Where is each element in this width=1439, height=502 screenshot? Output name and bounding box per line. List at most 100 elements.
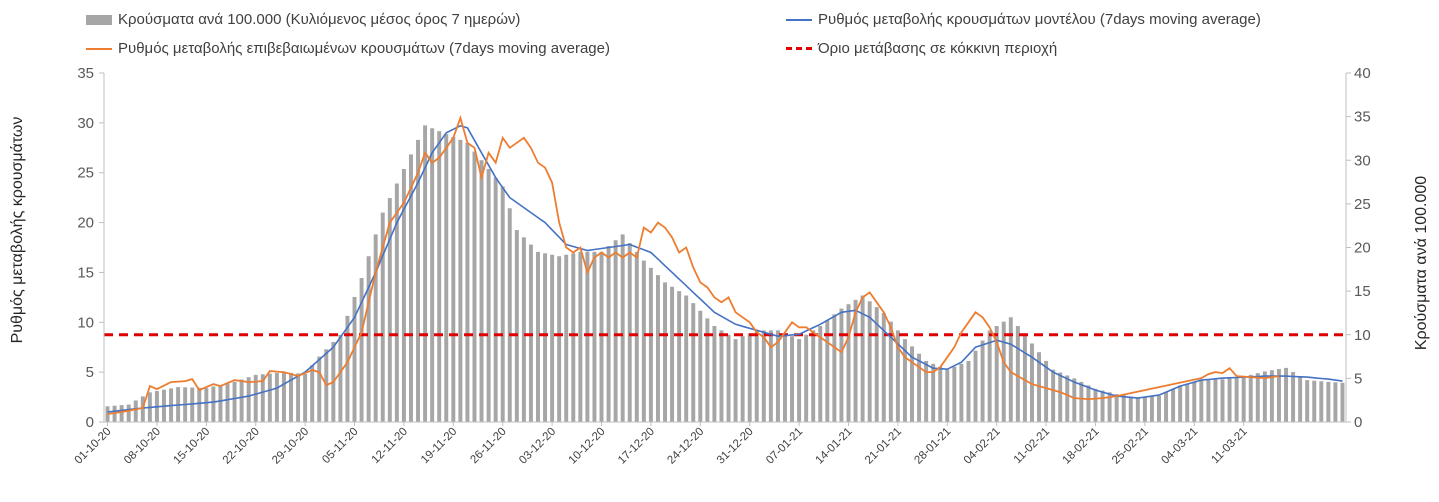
legend-label-model: Ρυθμός μεταβολής κρουσμάτων μοντέλου (7d… — [818, 11, 1261, 28]
y-right-tick-label: 15 — [1354, 283, 1371, 300]
legend-item-confirmed: Ρυθμός μεταβολής επιβεβαιωμένων κρουσμάτ… — [86, 40, 610, 57]
bar — [267, 373, 272, 422]
bar — [451, 136, 456, 422]
x-tick-label: 19-11-20 — [419, 426, 459, 466]
bar — [1326, 381, 1331, 422]
bar — [655, 275, 660, 422]
bar — [1065, 375, 1070, 422]
bar — [1185, 383, 1190, 422]
x-tick-label: 03-12-20 — [517, 426, 558, 467]
line-series — [104, 114, 1346, 415]
bar — [966, 360, 971, 422]
x-tick-label: 05-11-20 — [320, 426, 360, 466]
bar — [1192, 381, 1197, 422]
legend-swatch-model — [786, 18, 812, 21]
bar — [204, 387, 209, 422]
bar — [1262, 371, 1267, 422]
bar — [768, 330, 773, 422]
x-tick-label: 10-12-20 — [567, 426, 608, 467]
x-tick-label: 22-10-20 — [221, 426, 262, 467]
bar — [804, 334, 809, 422]
bar — [1255, 373, 1260, 422]
y-right-tick-label: 30 — [1354, 152, 1371, 169]
bar — [437, 131, 442, 422]
bar — [521, 237, 526, 422]
bar — [684, 295, 689, 422]
bar — [253, 374, 258, 422]
bar — [557, 256, 562, 422]
bar — [1149, 396, 1154, 422]
bar — [1157, 395, 1161, 422]
bar — [1164, 392, 1169, 422]
y-left-tick-label: 15 — [77, 264, 94, 281]
bar — [606, 246, 611, 422]
y-right-tick-label: 0 — [1354, 414, 1362, 431]
y-axis-right-title: Κρούσματα ανά 100.000 — [1413, 176, 1430, 350]
y-right-tick-label: 40 — [1354, 65, 1371, 82]
bar — [705, 318, 710, 422]
bar — [571, 253, 576, 422]
x-tick-label: 17-12-20 — [616, 426, 657, 467]
bar — [895, 330, 900, 422]
bar — [1227, 378, 1232, 422]
bar — [550, 254, 555, 422]
bar — [1319, 381, 1324, 422]
y-axis-left-title: Ρυθμός μεταβολής κρουσμάτων — [9, 117, 26, 344]
bar — [1121, 395, 1126, 422]
bar — [401, 168, 406, 422]
bar — [1206, 379, 1211, 422]
x-tick-label: 26-11-20 — [468, 426, 508, 466]
y-left-tick-label: 30 — [77, 115, 94, 132]
bar — [493, 177, 498, 422]
x-tick-label: 08-10-20 — [122, 426, 163, 467]
bar — [1142, 396, 1147, 422]
bar — [691, 303, 696, 422]
bar — [1312, 380, 1317, 422]
bar — [1114, 394, 1119, 422]
bar — [1044, 360, 1049, 422]
y-right-tick-label: 10 — [1354, 327, 1371, 344]
bar — [1022, 334, 1027, 422]
y-left-tick-label: 20 — [77, 215, 94, 232]
bar — [1298, 376, 1303, 422]
bar — [197, 387, 202, 422]
bar — [620, 234, 625, 422]
bar — [973, 350, 978, 422]
x-tick-label: 18-02-21 — [1061, 426, 1102, 467]
bar — [1029, 343, 1034, 422]
bar — [712, 326, 717, 422]
bar — [408, 154, 413, 422]
bar — [352, 296, 357, 422]
legend-label-confirmed: Ρυθμός μεταβολής επιβεβαιωμένων κρουσμάτ… — [118, 40, 610, 57]
x-tick-label: 12-11-20 — [370, 426, 410, 466]
bar — [1305, 380, 1310, 422]
bar — [133, 400, 138, 422]
bar — [1037, 352, 1042, 422]
bar — [677, 291, 682, 422]
bar — [719, 330, 724, 422]
bar — [1079, 381, 1084, 422]
bar — [1178, 385, 1183, 422]
bar — [232, 381, 237, 422]
bar — [338, 334, 343, 422]
x-tick-label: 01-10-20 — [73, 426, 114, 467]
bar — [1015, 326, 1020, 422]
y-left-tick-label: 5 — [86, 364, 94, 381]
x-tick-label: 04-03-21 — [1159, 426, 1200, 467]
bar — [888, 321, 893, 422]
bar — [472, 151, 477, 422]
bar — [246, 377, 251, 422]
bar — [952, 366, 957, 422]
legend-label-threshold: Όριο μετάβασης σε κόκκινη περιοχή — [818, 40, 1058, 57]
model-line — [107, 124, 1343, 413]
bar — [663, 282, 667, 422]
bar — [1086, 385, 1091, 422]
bar — [846, 304, 851, 422]
bar — [825, 320, 830, 422]
bar — [543, 253, 548, 422]
bar — [670, 286, 675, 422]
bar — [1333, 382, 1338, 422]
bar — [1171, 388, 1176, 422]
x-tick-label: 04-02-21 — [962, 426, 1003, 467]
